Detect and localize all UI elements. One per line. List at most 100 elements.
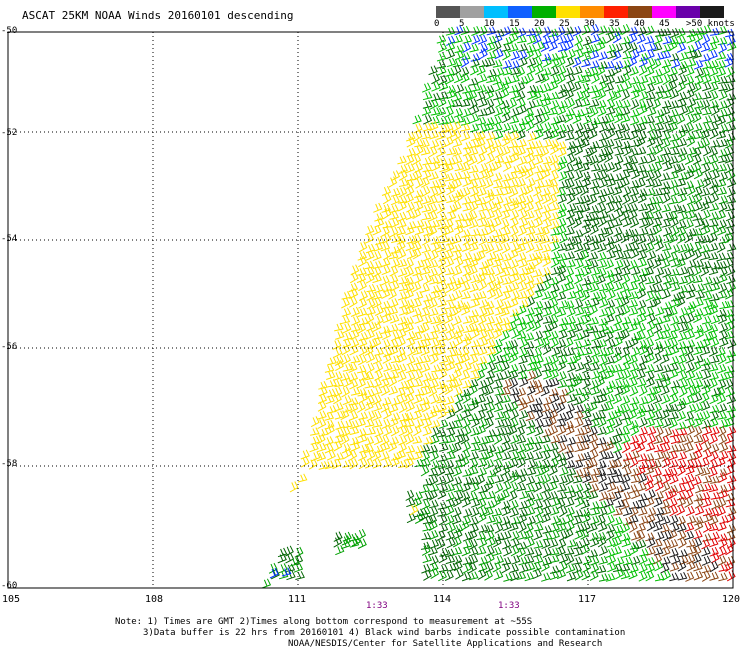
wind-barb <box>518 281 528 292</box>
wind-barb <box>638 563 648 574</box>
wind-barb <box>541 168 551 180</box>
wind-barb <box>486 274 496 285</box>
wind-barb <box>461 186 471 198</box>
wind-barb <box>557 225 567 236</box>
wind-barb <box>678 64 687 76</box>
wind-barb <box>661 515 671 526</box>
wind-barb <box>389 226 399 238</box>
wind-barb <box>525 562 536 572</box>
wind-barb <box>708 483 719 493</box>
wind-barb <box>677 530 687 541</box>
wind-barb <box>669 179 679 190</box>
wind-barb <box>438 523 449 533</box>
wind-barb <box>477 467 487 477</box>
wind-barb <box>365 388 375 398</box>
wind-barb <box>350 329 360 340</box>
wind-barb <box>509 469 520 478</box>
wind-barb <box>621 347 631 358</box>
wind-barb <box>542 178 553 188</box>
wind-barb <box>636 33 646 44</box>
wind-barb <box>421 338 432 348</box>
wind-barb <box>374 212 384 222</box>
wind-barb <box>678 275 689 285</box>
wind-barb <box>429 186 439 198</box>
wind-barb <box>598 283 609 292</box>
wind-barb <box>559 553 569 564</box>
wind-barb <box>693 241 703 253</box>
wind-barb <box>686 304 696 316</box>
wind-barb <box>548 106 559 116</box>
wind-barb <box>565 506 575 517</box>
wind-barb <box>645 276 656 285</box>
wind-barb <box>620 295 630 308</box>
wind-barb <box>356 417 367 428</box>
wind-barb <box>501 322 512 333</box>
wind-barb <box>511 165 521 174</box>
wind-barb <box>549 52 560 62</box>
wind-barb <box>501 394 512 404</box>
wind-barb <box>638 227 649 236</box>
wind-barb <box>436 185 446 196</box>
wind-barb <box>484 307 495 317</box>
wind-barb <box>636 530 646 542</box>
wind-barb <box>484 122 495 132</box>
wind-barb <box>414 314 424 324</box>
wind-barb <box>685 88 695 100</box>
wind-barb <box>694 324 704 334</box>
wind-barb <box>389 403 399 413</box>
wind-barb <box>484 89 494 101</box>
wind-barb <box>438 74 448 86</box>
wind-barb <box>701 53 711 62</box>
wind-barb <box>261 578 272 589</box>
wind-barb <box>469 64 479 76</box>
wind-barb <box>727 338 737 349</box>
wind-barb <box>548 491 559 501</box>
wind-barb <box>709 121 719 132</box>
wind-barb <box>604 451 615 460</box>
wind-barb <box>684 154 694 165</box>
wind-barb <box>487 68 497 78</box>
wind-barb <box>390 363 401 372</box>
wind-barb <box>519 563 529 574</box>
wind-barb <box>604 82 615 92</box>
wind-barb <box>550 506 560 516</box>
wind-barb <box>630 317 641 326</box>
wind-barb <box>454 256 464 268</box>
wind-barb <box>550 57 560 69</box>
wind-barb <box>597 339 608 349</box>
wind-barb <box>654 491 664 500</box>
wind-barb <box>381 203 391 213</box>
wind-barb <box>470 371 480 380</box>
wind-barb <box>669 362 679 372</box>
wind-barb <box>502 378 513 389</box>
wind-barb <box>297 473 308 483</box>
wind-barb <box>709 571 719 581</box>
wind-barb <box>615 371 625 381</box>
wind-barb <box>550 185 560 197</box>
wind-barb <box>669 275 679 286</box>
wind-barb <box>470 228 481 237</box>
wind-barb <box>517 273 527 285</box>
wind-barb <box>470 506 480 518</box>
wind-barb <box>486 162 496 174</box>
wind-barb <box>431 426 440 438</box>
wind-barb <box>582 363 592 374</box>
wind-barb <box>524 108 535 118</box>
wind-barb <box>685 66 695 77</box>
wind-barb <box>670 186 680 197</box>
wind-barb <box>421 106 432 116</box>
wind-barb <box>646 57 656 69</box>
wind-barb <box>565 384 575 396</box>
wind-barb <box>654 418 664 428</box>
wind-barb <box>484 449 494 460</box>
wind-barb <box>533 554 544 564</box>
wind-barb <box>686 515 697 525</box>
wind-barb <box>462 234 472 246</box>
wind-barb <box>390 330 400 342</box>
wind-barb <box>526 403 537 414</box>
wind-barb <box>622 369 631 381</box>
wind-barb <box>686 28 697 38</box>
wind-barb <box>692 212 703 221</box>
wind-barb <box>415 339 425 349</box>
wind-barb <box>454 83 465 94</box>
